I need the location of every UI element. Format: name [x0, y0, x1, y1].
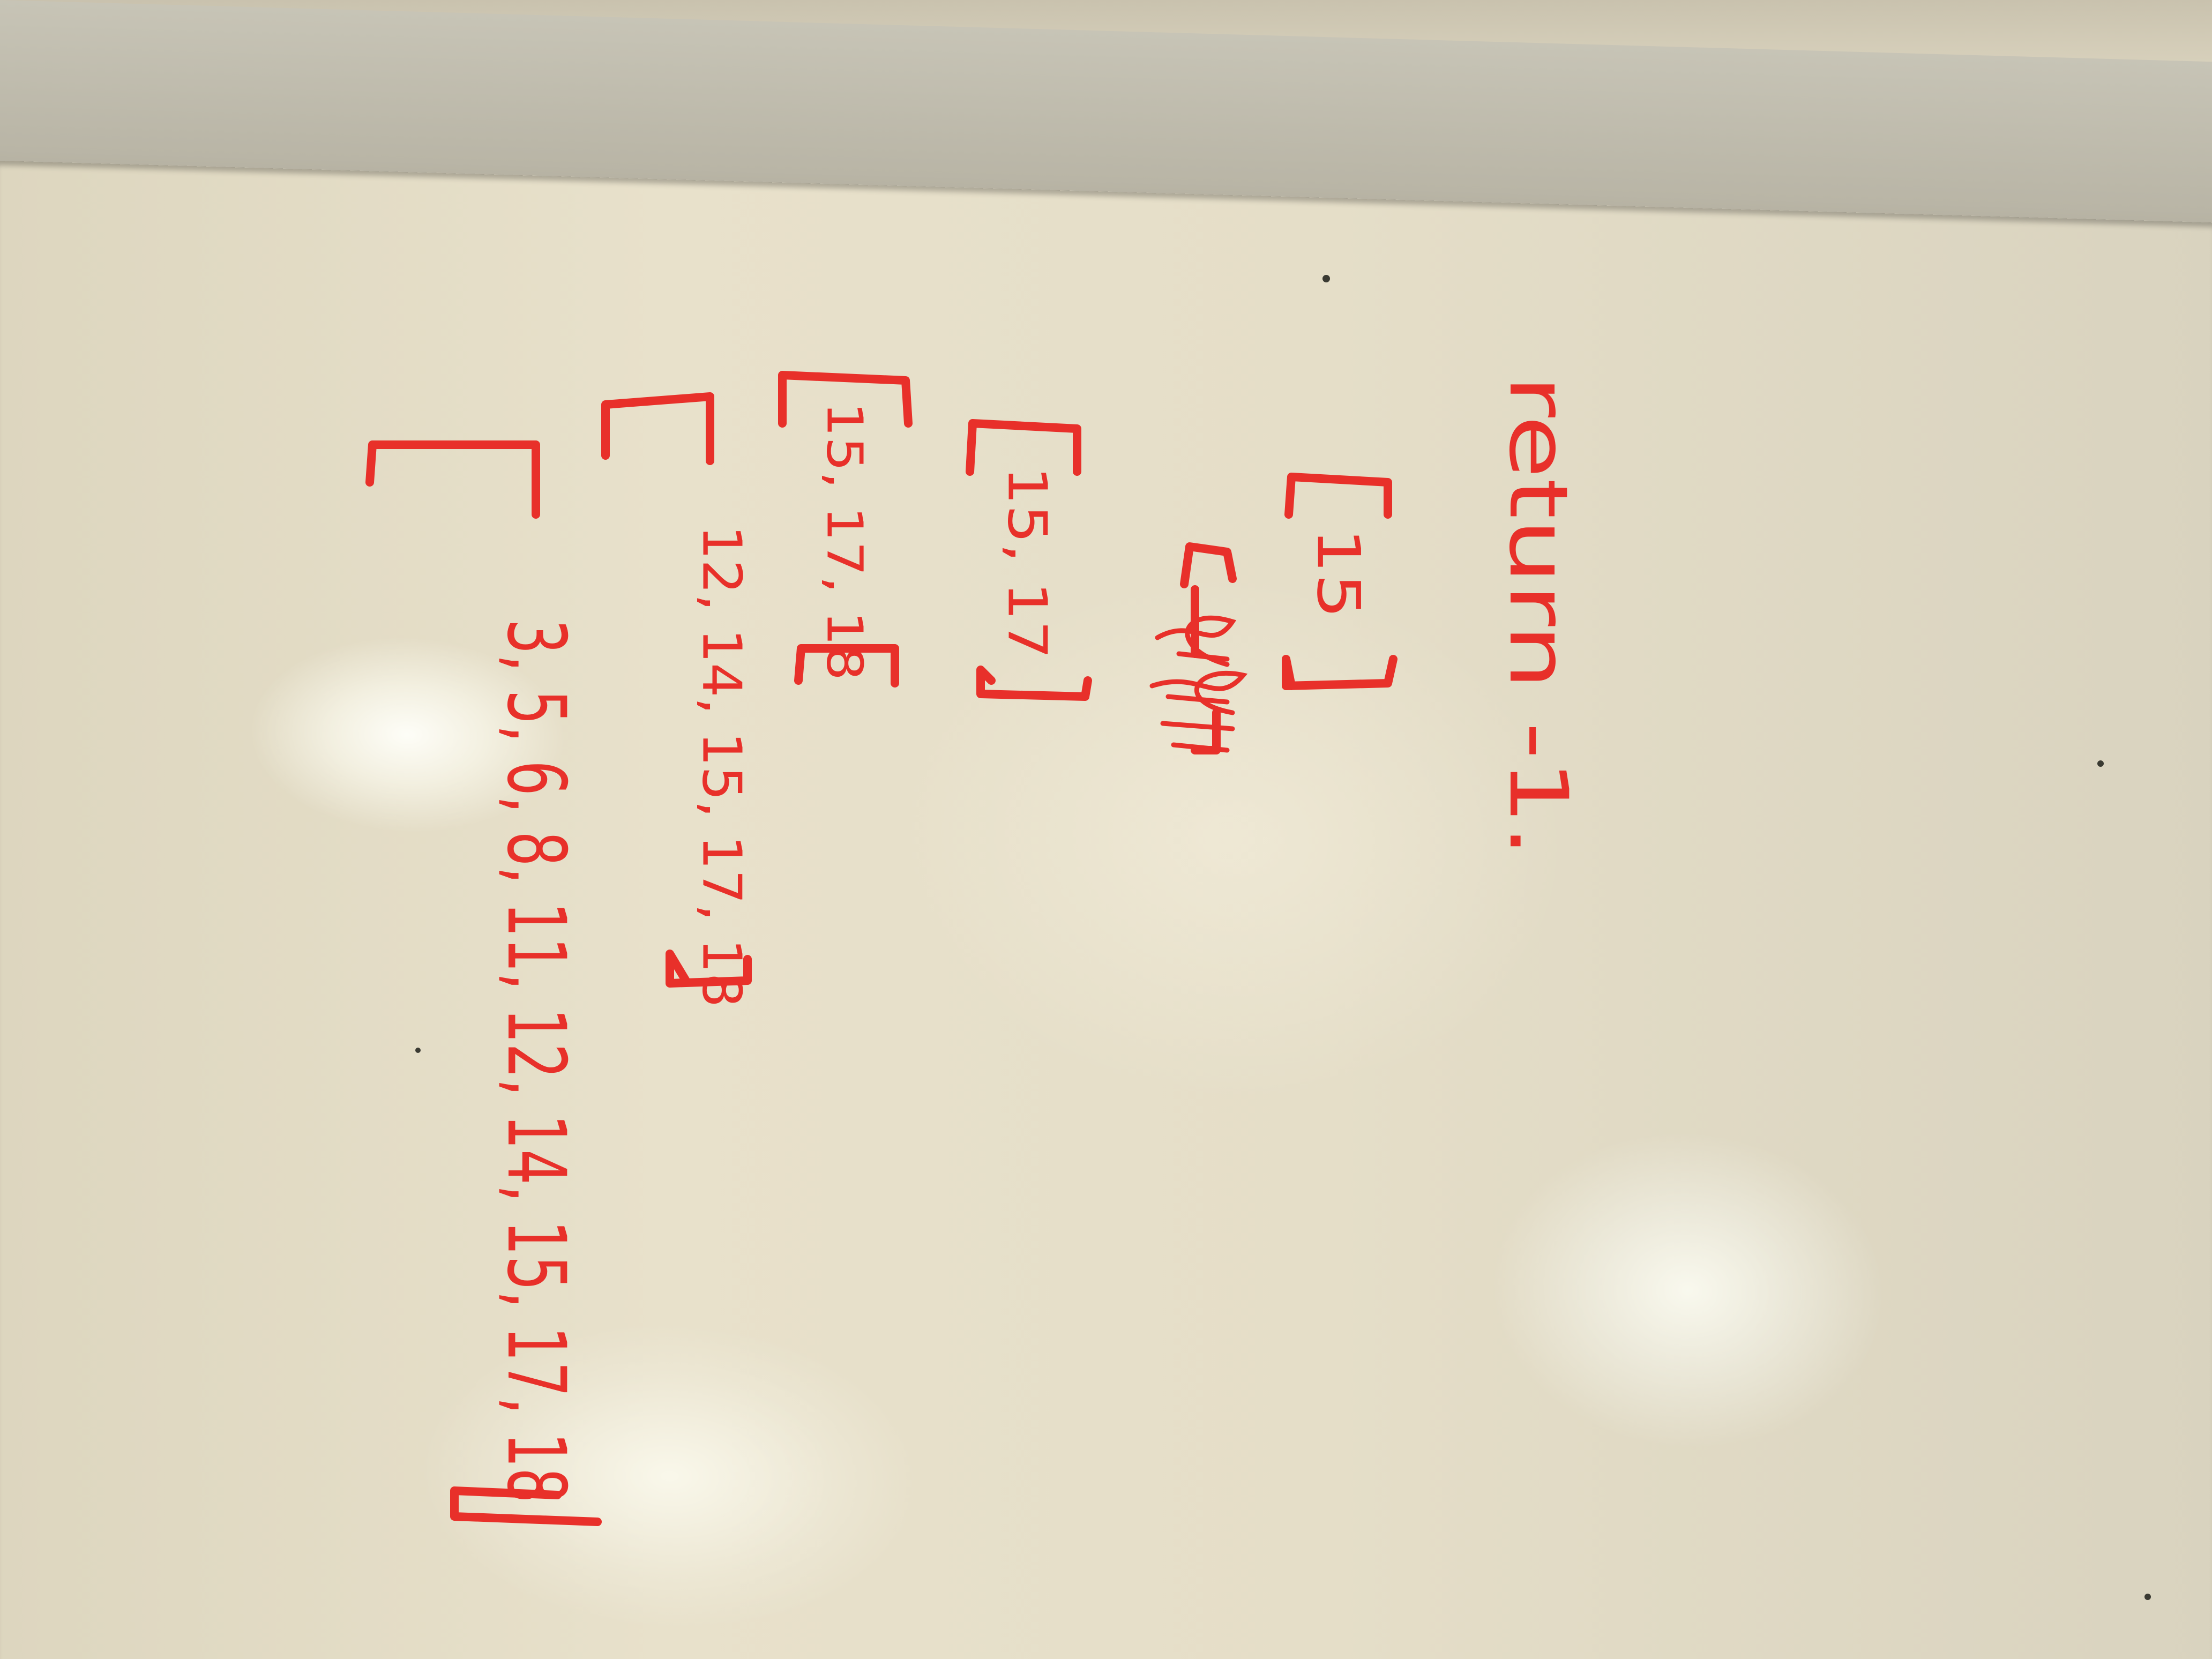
array-single-open-bracket [1282, 655, 1398, 690]
array-pair-open-bracket [976, 666, 1092, 701]
array-full-close-bracket [365, 440, 540, 519]
array-full-open-bracket [450, 1486, 602, 1526]
array-quarter: 15, 17, 18 [816, 402, 873, 681]
return-statement-text: return -1. [1491, 375, 1585, 857]
board-speck [1322, 275, 1330, 282]
array-half-text: 12, 14, 15, 17, 18 [691, 525, 753, 1007]
array-half-close-bracket [601, 392, 714, 465]
array-full: 3, 5, 6, 8, 11, 12, 14, 15, 17, 18 [489, 619, 582, 1503]
board-speck [2097, 760, 2104, 767]
array-pair-text: 15, 17 [996, 466, 1059, 659]
array-quarter-text: 15, 17, 18 [816, 402, 873, 681]
array-quarter-open-bracket [794, 644, 899, 687]
board-speck [415, 1048, 421, 1053]
array-single-close-bracket [1284, 473, 1392, 519]
board-speck [2144, 1594, 2151, 1600]
array-full-text: 3, 5, 6, 8, 11, 12, 14, 15, 17, 18 [489, 619, 582, 1503]
array-half-open-bracket [666, 950, 752, 988]
crossed-out-scribble [1149, 542, 1248, 754]
array-pair-close-bracket [966, 419, 1081, 476]
array-single-text: 15 [1304, 528, 1373, 619]
array-quarter-close-bracket [778, 371, 913, 428]
array-pair: 15, 17 [996, 466, 1059, 659]
return-statement: return -1. [1491, 375, 1585, 857]
array-single: 15 [1304, 528, 1373, 619]
array-half: 12, 14, 15, 17, 18 [691, 525, 753, 1007]
